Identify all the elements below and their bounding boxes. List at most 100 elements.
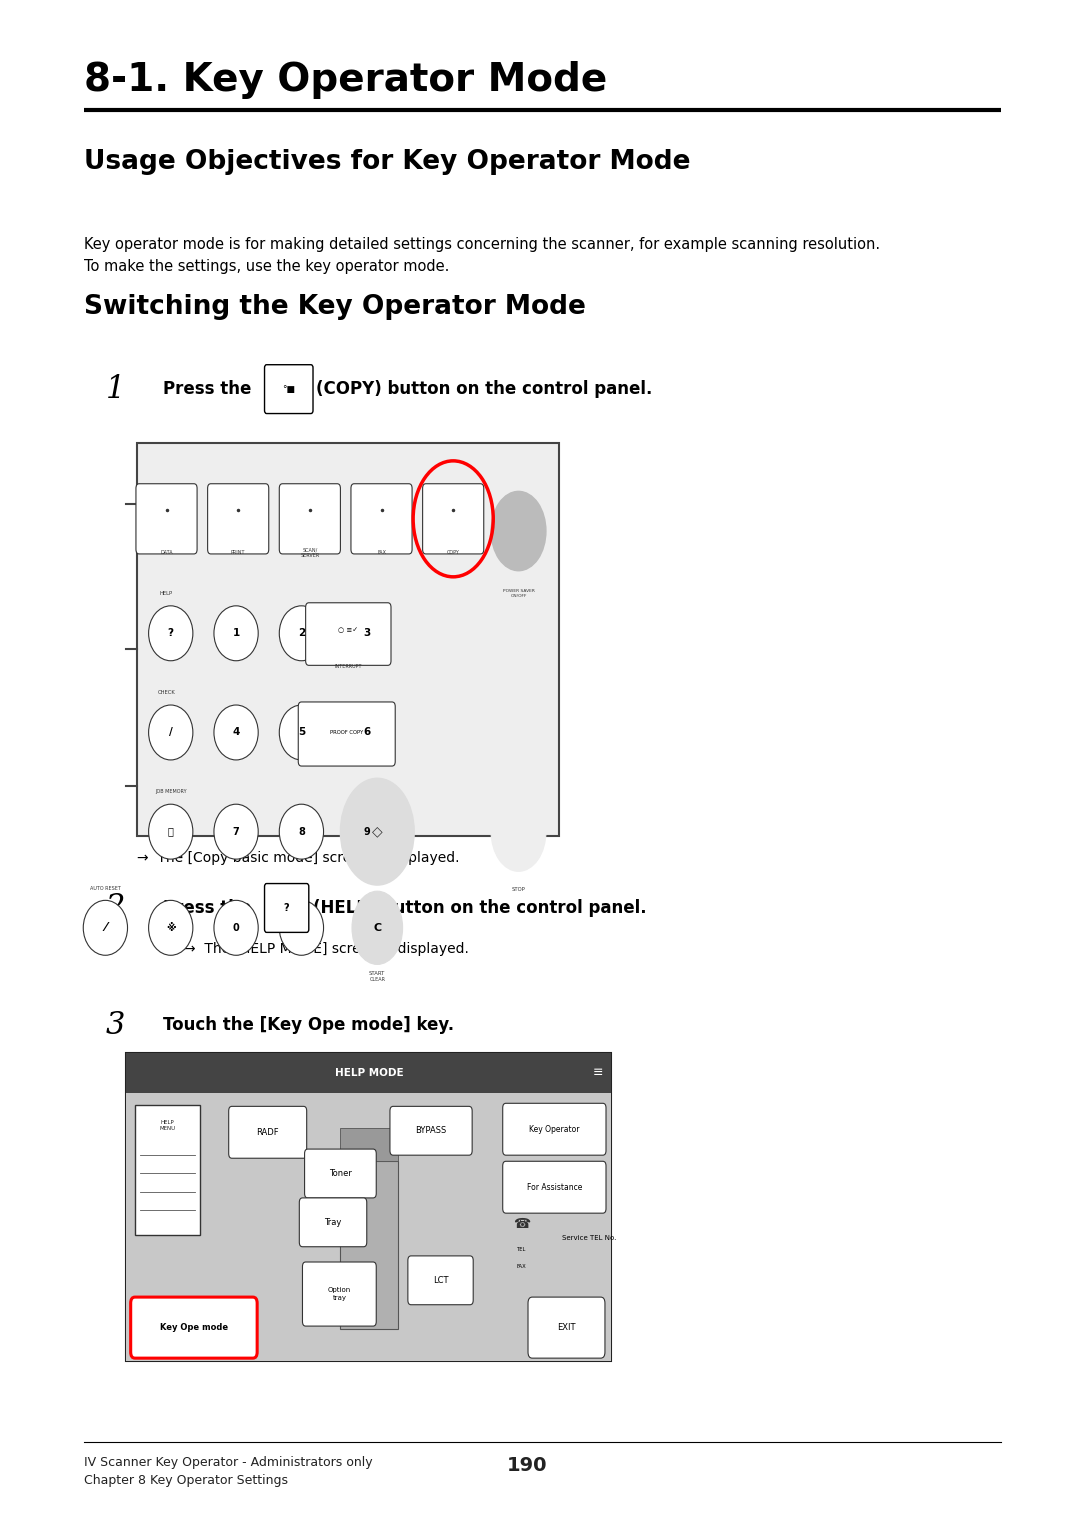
Text: 1: 1 xyxy=(106,374,125,404)
Text: HELP
MENU: HELP MENU xyxy=(160,1120,176,1131)
FancyBboxPatch shape xyxy=(306,603,391,665)
Text: Tray: Tray xyxy=(324,1218,341,1227)
Circle shape xyxy=(352,891,403,964)
Bar xyxy=(126,1053,611,1093)
Text: #: # xyxy=(297,923,306,932)
Ellipse shape xyxy=(345,804,389,859)
Text: Key Operator: Key Operator xyxy=(529,1125,580,1134)
Ellipse shape xyxy=(149,900,193,955)
FancyBboxPatch shape xyxy=(408,1256,473,1305)
Text: START: START xyxy=(369,971,386,977)
Text: ☎: ☎ xyxy=(513,1216,530,1231)
Text: °■: °■ xyxy=(282,385,295,394)
Text: FAX: FAX xyxy=(377,549,386,555)
FancyBboxPatch shape xyxy=(390,1106,472,1155)
Text: TEL: TEL xyxy=(517,1247,526,1253)
Text: C: C xyxy=(374,923,381,932)
Text: (COPY) button on the control panel.: (COPY) button on the control panel. xyxy=(316,380,652,398)
Text: Key Ope mode: Key Ope mode xyxy=(160,1323,228,1332)
Text: 5: 5 xyxy=(298,728,305,737)
Text: BYPASS: BYPASS xyxy=(416,1126,447,1135)
Text: INTERRUPT: INTERRUPT xyxy=(334,664,362,670)
FancyBboxPatch shape xyxy=(502,1161,606,1213)
Text: IV Scanner Key Operator - Administrators only: IV Scanner Key Operator - Administrators… xyxy=(84,1456,373,1470)
Text: 0: 0 xyxy=(232,923,240,932)
Text: EXIT: EXIT xyxy=(556,1323,576,1332)
Text: ○ ≡✓: ○ ≡✓ xyxy=(338,627,357,633)
Ellipse shape xyxy=(214,804,258,859)
FancyBboxPatch shape xyxy=(299,1198,367,1247)
FancyBboxPatch shape xyxy=(422,484,484,554)
Text: Switching the Key Operator Mode: Switching the Key Operator Mode xyxy=(84,295,586,320)
Text: SCAN/
SERVER: SCAN/ SERVER xyxy=(300,546,320,559)
Text: 4: 4 xyxy=(232,728,240,737)
FancyBboxPatch shape xyxy=(229,1106,307,1158)
FancyBboxPatch shape xyxy=(305,1149,376,1198)
Text: 8-1. Key Operator Mode: 8-1. Key Operator Mode xyxy=(84,61,608,99)
Circle shape xyxy=(491,792,545,871)
Text: POWER SAVER
ON/OFF: POWER SAVER ON/OFF xyxy=(502,589,535,598)
Bar xyxy=(340,1128,399,1161)
Text: Usage Objectives for Key Operator Mode: Usage Objectives for Key Operator Mode xyxy=(84,150,691,175)
Text: CHECK: CHECK xyxy=(158,690,175,696)
Text: LCT: LCT xyxy=(433,1276,448,1285)
Text: 2: 2 xyxy=(106,893,125,923)
Text: ⁄: ⁄ xyxy=(105,922,107,934)
Ellipse shape xyxy=(214,606,258,661)
Text: ?: ? xyxy=(167,629,174,638)
Text: CLEAR: CLEAR xyxy=(369,977,386,983)
Ellipse shape xyxy=(280,705,324,760)
Text: FAX: FAX xyxy=(517,1264,527,1270)
Ellipse shape xyxy=(345,606,389,661)
Ellipse shape xyxy=(149,705,193,760)
Circle shape xyxy=(491,693,545,772)
Text: 3: 3 xyxy=(363,629,370,638)
Text: STOP: STOP xyxy=(512,887,525,893)
Text: ≡: ≡ xyxy=(592,1067,603,1079)
Text: Press the: Press the xyxy=(163,380,252,398)
Text: HELP: HELP xyxy=(160,591,173,597)
Text: 7: 7 xyxy=(232,827,240,836)
Bar xyxy=(340,1161,399,1329)
FancyBboxPatch shape xyxy=(265,365,313,414)
FancyBboxPatch shape xyxy=(528,1297,605,1358)
Text: Touch the [Key Ope mode] key.: Touch the [Key Ope mode] key. xyxy=(163,1016,455,1035)
Text: 1: 1 xyxy=(232,629,240,638)
Bar xyxy=(126,1053,611,1361)
Text: Option
tray: Option tray xyxy=(327,1288,351,1300)
Ellipse shape xyxy=(83,900,127,955)
Text: Key operator mode is for making detailed settings concerning the scanner, for ex: Key operator mode is for making detailed… xyxy=(84,237,880,273)
Text: Service TEL No.: Service TEL No. xyxy=(562,1235,616,1241)
Text: PRINT: PRINT xyxy=(231,549,245,555)
FancyBboxPatch shape xyxy=(265,884,309,932)
Text: ?: ? xyxy=(284,903,289,913)
FancyBboxPatch shape xyxy=(302,1262,376,1326)
Text: →  The [HELP MODE] screen is displayed.: → The [HELP MODE] screen is displayed. xyxy=(185,942,470,957)
Bar xyxy=(137,443,558,836)
Text: →  The [Copy basic mode] screen is displayed.: → The [Copy basic mode] screen is displa… xyxy=(137,850,459,865)
Ellipse shape xyxy=(345,705,389,760)
Text: 6: 6 xyxy=(363,728,370,737)
FancyBboxPatch shape xyxy=(131,1297,257,1358)
Text: HELP MODE: HELP MODE xyxy=(335,1068,403,1077)
Ellipse shape xyxy=(280,804,324,859)
Text: /: / xyxy=(168,728,173,737)
FancyBboxPatch shape xyxy=(136,484,197,554)
Text: ◇: ◇ xyxy=(372,824,382,839)
Text: Toner: Toner xyxy=(329,1169,352,1178)
Text: 9: 9 xyxy=(363,827,370,836)
Text: AUTO RESET: AUTO RESET xyxy=(90,885,121,891)
Circle shape xyxy=(340,778,415,885)
Ellipse shape xyxy=(214,900,258,955)
Text: JOB MEMORY: JOB MEMORY xyxy=(154,789,187,795)
Ellipse shape xyxy=(149,804,193,859)
Text: Ⓜ: Ⓜ xyxy=(167,827,174,836)
Text: 8: 8 xyxy=(298,827,305,836)
Ellipse shape xyxy=(280,606,324,661)
Text: Chapter 8 Key Operator Settings: Chapter 8 Key Operator Settings xyxy=(84,1474,288,1488)
FancyBboxPatch shape xyxy=(502,1103,606,1155)
FancyBboxPatch shape xyxy=(298,702,395,766)
Text: RADF: RADF xyxy=(256,1128,279,1137)
Circle shape xyxy=(491,491,545,571)
Text: 190: 190 xyxy=(507,1456,548,1474)
